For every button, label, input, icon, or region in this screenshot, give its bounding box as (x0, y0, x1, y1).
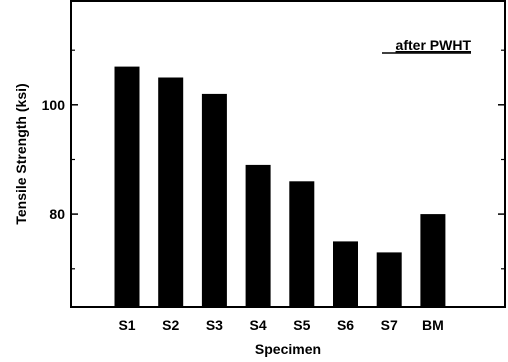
x-tick-label: S2 (162, 317, 179, 333)
bar-s6 (333, 241, 358, 307)
x-tick-label: S7 (381, 317, 398, 333)
bars-group (114, 66, 446, 308)
bar-s3 (201, 93, 227, 308)
bar-s7 (376, 252, 402, 307)
bar-s1 (114, 66, 140, 307)
x-tick-label: S6 (337, 317, 354, 333)
x-axis-title: Specimen (255, 341, 321, 357)
bar-bm (420, 214, 446, 307)
y-axis-title: Tensile Strength (ksi) (13, 83, 29, 224)
x-tick-label: S3 (206, 317, 223, 333)
plot-frame (70, 0, 506, 308)
x-ticks-group: S1 S2 S3 S4 S5 S6 S7 BM (118, 301, 444, 333)
y-tick-label: 80 (49, 206, 65, 222)
y-ticks-group: 80 100 (42, 49, 505, 270)
y-tick-label: 100 (42, 97, 66, 113)
x-tick-label: S5 (293, 317, 310, 333)
x-tick-label: S1 (118, 317, 135, 333)
x-tick-label: S4 (250, 317, 267, 333)
annotation-label: after PWHT (396, 37, 472, 53)
bar-s2 (158, 77, 184, 307)
bar-s5 (289, 181, 315, 307)
x-tick-label: BM (422, 317, 444, 333)
bar-s4 (245, 164, 271, 307)
